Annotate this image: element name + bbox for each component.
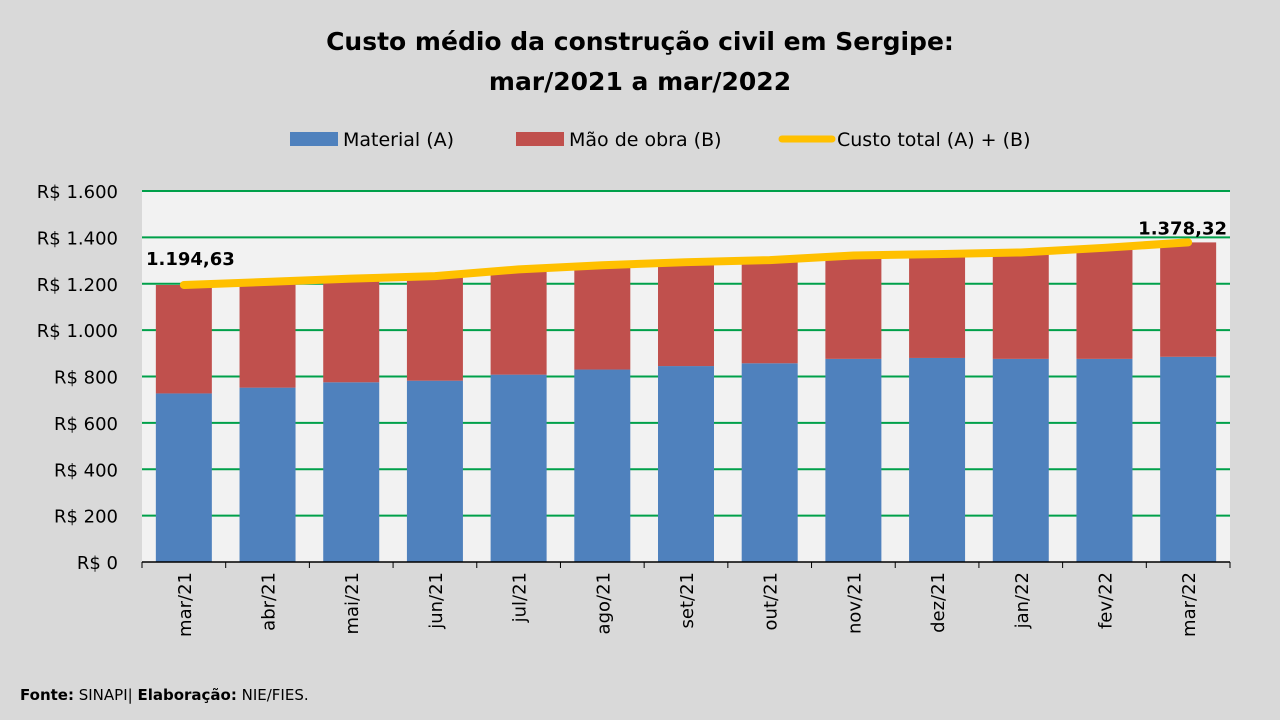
bar-labor [155,284,212,394]
x-tick-label: out/21 [761,572,782,630]
source-label: Fonte: [20,686,74,704]
elaboration-label: Elaboração: [137,686,237,704]
data-label-first: 1.194,63 [146,249,235,270]
x-tick-label: dez/21 [928,572,949,633]
source-footer: Fonte: SINAPI| Elaboração: NIE/FIES. [20,686,309,704]
source-value: SINAPI| [73,686,138,704]
x-tick-label: fev/22 [1095,572,1116,629]
y-tick-label: R$ 600 [54,414,118,435]
legend-swatch-labor [516,132,564,146]
y-tick-label: R$ 0 [77,553,118,574]
bar-material [1076,358,1133,562]
bar-labor [239,281,296,388]
x-tick-label: abr/21 [259,572,280,631]
bar-material [155,393,212,562]
y-tick-label: R$ 800 [54,368,118,389]
bar-labor [909,254,966,358]
bar-material [909,357,966,562]
legend-label-labor: Mão de obra (B) [569,129,722,151]
bar-material [825,358,882,562]
x-tick-label: jul/21 [510,572,531,623]
bar-material [741,363,798,562]
bar-material [992,358,1049,562]
bar-material [1160,356,1217,562]
bar-labor [323,278,380,383]
x-tick-label: mai/21 [342,572,363,635]
bar-material [658,366,714,562]
y-tick-label: R$ 1.400 [37,228,118,249]
y-tick-label: R$ 1.200 [37,275,118,296]
x-tick-label: set/21 [677,572,698,628]
bar-material [406,380,463,562]
x-tick-label: nov/21 [844,572,865,634]
bar-labor [825,255,882,359]
y-tick-label: R$ 400 [54,460,118,481]
bar-labor [1076,247,1133,359]
bar-labor [406,276,463,381]
legend-label-total: Custo total (A) + (B) [837,129,1031,151]
legend-swatch-material [290,132,338,146]
legend: Material (A) Mão de obra (B) Custo total… [290,129,1031,151]
x-tick-label: mar/22 [1179,572,1200,637]
x-tick-label: jun/21 [426,572,447,630]
data-label-last: 1.378,32 [1138,218,1227,239]
bar-material [574,369,631,562]
x-tick-label: ago/21 [593,572,614,634]
bar-labor [992,252,1049,359]
y-tick-label: R$ 1.600 [37,182,118,203]
y-tick-label: R$ 1.000 [37,321,118,342]
bar-material [323,382,380,562]
bar-labor [1160,242,1217,357]
bar-material [239,387,296,562]
bar-labor [574,265,631,370]
chart-title-line-1: Custo médio da construção civil em Sergi… [326,27,954,56]
legend-label-material: Material (A) [343,129,454,151]
bar-labor [658,262,714,367]
bar-material [490,374,547,562]
bar-labor [490,269,547,375]
bar-labor [741,260,798,364]
x-tick-label: jan/22 [1012,572,1033,629]
x-tick-label: mar/21 [175,572,196,637]
y-tick-label: R$ 200 [54,507,118,528]
elaboration-value: NIE/FIES. [236,686,309,704]
chart-title-line-2: mar/2021 a mar/2022 [489,67,791,96]
